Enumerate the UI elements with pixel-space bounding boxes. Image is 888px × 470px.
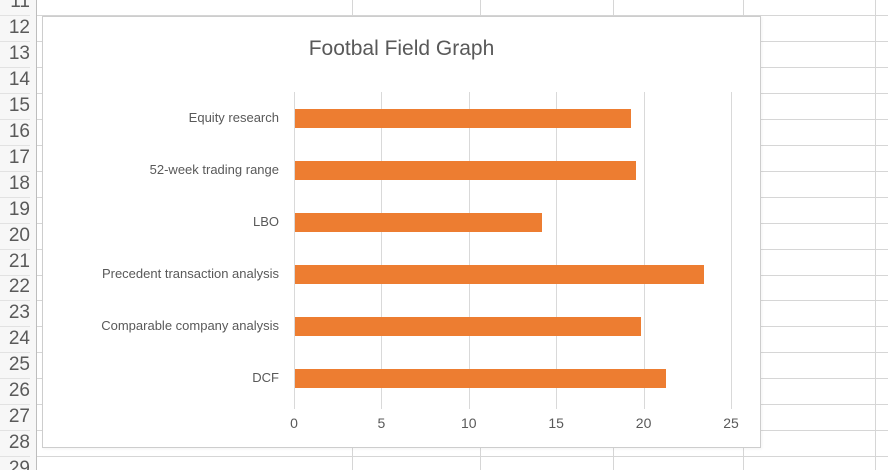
bar-precedent-transaction-analysis[interactable]: [295, 264, 704, 284]
chart-gridline-0: [294, 92, 295, 404]
x-axis-label-25: 25: [723, 415, 739, 431]
category-label-comparable-company-analysis: Comparable company analysis: [101, 318, 279, 333]
category-label-dcf: DCF: [252, 370, 279, 385]
axis-tick-0: [294, 404, 295, 409]
axis-tick-25: [731, 404, 732, 409]
row-header-11[interactable]: 11: [0, 0, 30, 17]
category-label-precedent-transaction-analysis: Precedent transaction analysis: [101, 266, 279, 281]
bar-equity-research[interactable]: [295, 108, 631, 128]
x-axis-label-20: 20: [635, 415, 652, 431]
row-header-20[interactable]: 20: [0, 223, 30, 250]
chart-gridline-15: [556, 92, 558, 404]
category-label-lbo: LBO: [252, 214, 279, 229]
category-label-equity-research: Equity research: [188, 110, 279, 125]
row-header-19[interactable]: 19: [0, 197, 30, 224]
chart-gridline-25: [731, 92, 732, 404]
row-header-12[interactable]: 12: [0, 15, 30, 43]
row-header-14[interactable]: 14: [0, 67, 30, 95]
grid-row-line: [36, 456, 888, 457]
x-axis-label-0: 0: [290, 415, 298, 431]
row-header-29[interactable]: 29: [0, 456, 30, 470]
axis-tick-5: [381, 404, 383, 409]
football-field-chart[interactable]: Footbal Field Graph 0 5 10 15 20 25 Equity res…: [42, 16, 761, 448]
x-axis-label-10: 10: [461, 415, 477, 431]
row-header-column: 11 12 13 14 15 16 17 18 19 20 21 22 23 24 25 26 27 28 29: [0, 0, 37, 470]
row-header-27[interactable]: 27: [0, 404, 30, 432]
chart-gridline-10: [468, 92, 470, 404]
chart-gridline-20: [643, 92, 645, 404]
category-label-52-week-trading-range: 52-week trading range: [149, 162, 279, 177]
row-header-13[interactable]: 13: [0, 41, 30, 69]
row-header-26[interactable]: 26: [0, 378, 30, 406]
row-header-25[interactable]: 25: [0, 352, 30, 380]
grid-column-line: [875, 0, 876, 470]
row-header-22[interactable]: 22: [0, 275, 30, 302]
row-header-17[interactable]: 17: [0, 145, 30, 172]
row-header-16[interactable]: 16: [0, 119, 30, 146]
row-header-28[interactable]: 28: [0, 430, 30, 458]
axis-tick-10: [468, 404, 470, 409]
axis-tick-20: [643, 404, 645, 409]
bar-lbo[interactable]: [295, 212, 542, 232]
chart-title[interactable]: Footbal Field Graph: [308, 37, 495, 60]
x-axis-label-15: 15: [548, 415, 564, 431]
x-axis-label-5: 5: [377, 415, 386, 431]
row-header-24[interactable]: 24: [0, 326, 30, 354]
axis-tick-15: [556, 404, 558, 409]
row-header-21[interactable]: 21: [0, 249, 30, 276]
row-header-15[interactable]: 15: [0, 93, 30, 120]
bar-comparable-company-analysis[interactable]: [295, 316, 642, 336]
bar-dcf[interactable]: [295, 368, 666, 388]
row-header-18[interactable]: 18: [0, 171, 30, 198]
row-header-23[interactable]: 23: [0, 300, 30, 328]
chart-gridline-5: [381, 92, 383, 404]
grid-row-line: [36, 15, 888, 17]
bar-52-week-trading-range[interactable]: [295, 160, 636, 180]
